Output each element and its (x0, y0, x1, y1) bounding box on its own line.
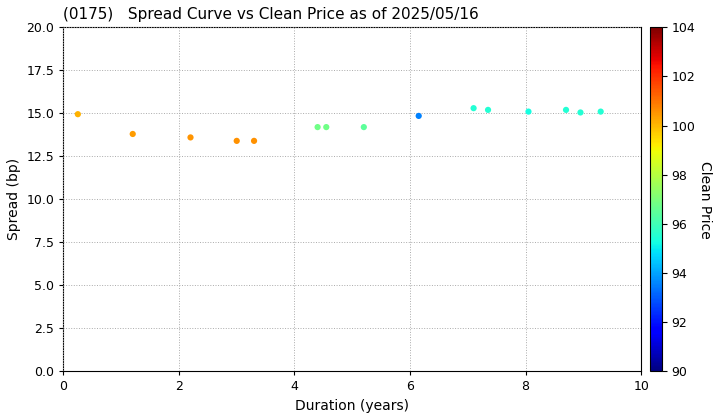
Point (468, 105, 480, 112)
Y-axis label: Clean Price: Clean Price (698, 160, 712, 238)
Point (312, 124, 323, 131)
Point (595, 108, 606, 115)
Point (482, 107, 494, 113)
Point (320, 124, 332, 131)
Point (523, 108, 534, 115)
Text: (0175)   Spread Curve vs Clean Price as of 2025/05/16: (0175) Spread Curve vs Clean Price as of… (63, 7, 479, 22)
Point (248, 137, 260, 144)
Point (575, 109, 586, 116)
Y-axis label: Spread (bp): Spread (bp) (7, 158, 21, 240)
Point (185, 134, 197, 141)
Point (231, 137, 243, 144)
Point (72, 111, 84, 118)
Point (560, 107, 572, 113)
Point (413, 113, 425, 119)
X-axis label: Duration (years): Duration (years) (295, 399, 409, 413)
Point (358, 124, 369, 131)
Point (127, 131, 138, 137)
